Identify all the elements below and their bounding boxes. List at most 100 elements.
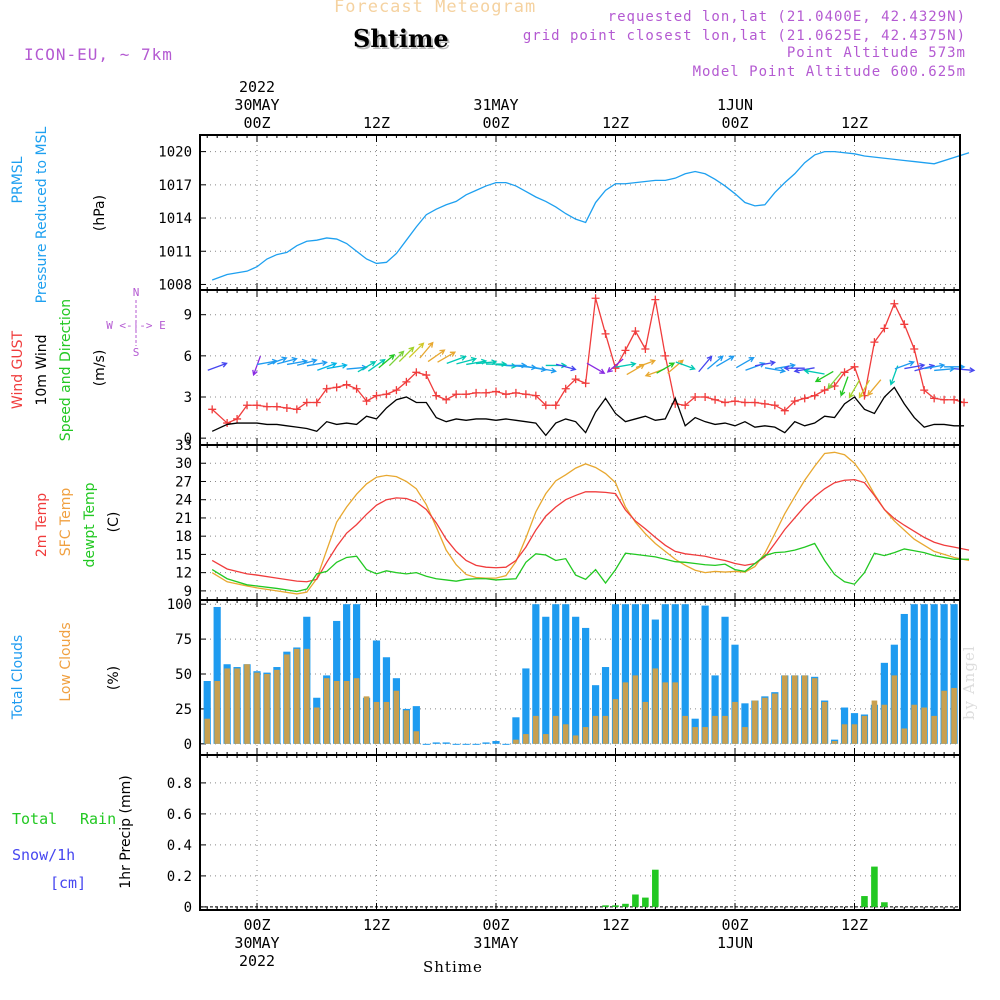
ytick-label: 15 (175, 547, 192, 563)
gust-marker (910, 344, 919, 353)
low-cloud-bar (622, 682, 629, 744)
top-axis-label: 00Z (243, 114, 270, 132)
low-cloud-bar (652, 668, 659, 744)
wind-arrow (745, 361, 766, 371)
gust-marker (511, 388, 520, 397)
low-cloud-bar (781, 675, 788, 744)
wind-arrow (954, 367, 976, 374)
low-cloud-bar (712, 715, 718, 744)
low-cloud-bar (831, 741, 838, 744)
wind-arrow (367, 358, 386, 372)
total-cloud-bar (452, 743, 460, 745)
low-cloud-bar (931, 715, 937, 744)
low-cloud-bar (234, 668, 240, 744)
gust-marker (770, 401, 779, 410)
wind-arrow (615, 361, 637, 368)
wind-arrow (894, 360, 915, 370)
total-cloud-bar (213, 606, 221, 744)
low-cloud-bar (244, 664, 250, 744)
bottom-axis-label: 12Z (841, 916, 868, 934)
ytick-label: 21 (175, 511, 192, 527)
total-cloud-bar (880, 662, 888, 744)
total-cloud-bar (372, 640, 381, 744)
top-axis-date: 31MAY (473, 96, 518, 114)
low-cloud-bar (552, 715, 559, 744)
gust-marker (950, 395, 959, 404)
low-cloud-bar (533, 715, 539, 744)
low-cloud-bar (722, 715, 728, 744)
gust-marker (800, 394, 809, 403)
low-cloud-bar (612, 699, 619, 744)
gust-marker (810, 391, 819, 400)
wind-arrow (456, 356, 478, 365)
wind-arrow (656, 362, 676, 374)
low-cloud-bar (413, 731, 420, 744)
low-cloud-bar (801, 675, 808, 744)
wind-arrow (398, 346, 415, 362)
wind-arrow (924, 362, 946, 370)
low-cloud-bar (762, 697, 768, 744)
low-cloud-bar (941, 690, 947, 744)
wind-arrow (427, 349, 446, 363)
low-cloud-bar (403, 710, 410, 744)
low-cloud-bar (891, 675, 898, 744)
wind-arrow (793, 367, 815, 374)
low-cloud-bar (772, 693, 778, 744)
gust-marker (501, 390, 510, 399)
low-cloud-bar (383, 701, 390, 744)
ytick-label: 0 (184, 431, 192, 447)
total-cloud-bar (950, 604, 958, 744)
compass-north: N (133, 286, 140, 299)
panel-frame (199, 134, 961, 291)
panel-frame (199, 289, 961, 446)
low-cloud-bar (542, 734, 549, 744)
ytick-label: 9 (184, 584, 192, 600)
low-cloud-bar (284, 654, 290, 744)
ytick-label: 0 (184, 900, 192, 916)
total-cloud-bar (552, 604, 560, 744)
wind-arrow (675, 361, 696, 371)
wind-arrow (848, 379, 861, 399)
total-cloud-bar (940, 604, 948, 744)
total-cloud-bar (601, 667, 610, 744)
total-cloud-bar (472, 743, 480, 745)
low-cloud-bar (323, 678, 330, 744)
gust-marker (292, 405, 301, 414)
wind-arrow (764, 367, 787, 374)
wind-arrow (317, 361, 338, 371)
gust-marker (332, 383, 341, 392)
rain-bar (632, 894, 639, 907)
ytick-label: 3 (184, 390, 192, 406)
low-cloud-bar (811, 678, 818, 744)
wind-arrow (555, 363, 577, 372)
gust-marker (382, 390, 391, 399)
total-cloud-bar (711, 675, 719, 744)
total-cloud-bar (920, 604, 928, 744)
total-cloud-bar (532, 604, 540, 744)
gust-marker (472, 388, 481, 397)
low-cloud-bar (353, 678, 360, 744)
low-cloud-bar (204, 718, 211, 744)
total-cloud-bar (631, 604, 640, 744)
gust-marker (731, 397, 739, 406)
gust-marker (561, 384, 570, 393)
low-cloud-bar (513, 739, 519, 744)
wind-arrow (635, 359, 657, 369)
gust-marker (830, 382, 839, 391)
total-cloud-bar (641, 604, 649, 744)
pressure-line (211, 150, 970, 281)
gust-marker (651, 295, 660, 304)
total-cloud-bar (591, 685, 600, 744)
total-cloud-bar (352, 604, 361, 744)
low-cloud-bar (911, 704, 918, 744)
gust-marker (412, 368, 421, 377)
rain-bar (642, 897, 649, 907)
gust-marker (840, 368, 849, 377)
ytick-label: 50 (175, 667, 192, 683)
total-cloud-bar (900, 613, 908, 744)
low-cloud-bar (303, 648, 310, 744)
low-cloud-bar (642, 701, 649, 744)
rain-bar (622, 903, 629, 907)
gust-marker (870, 338, 879, 347)
wind-arrow (716, 355, 735, 367)
